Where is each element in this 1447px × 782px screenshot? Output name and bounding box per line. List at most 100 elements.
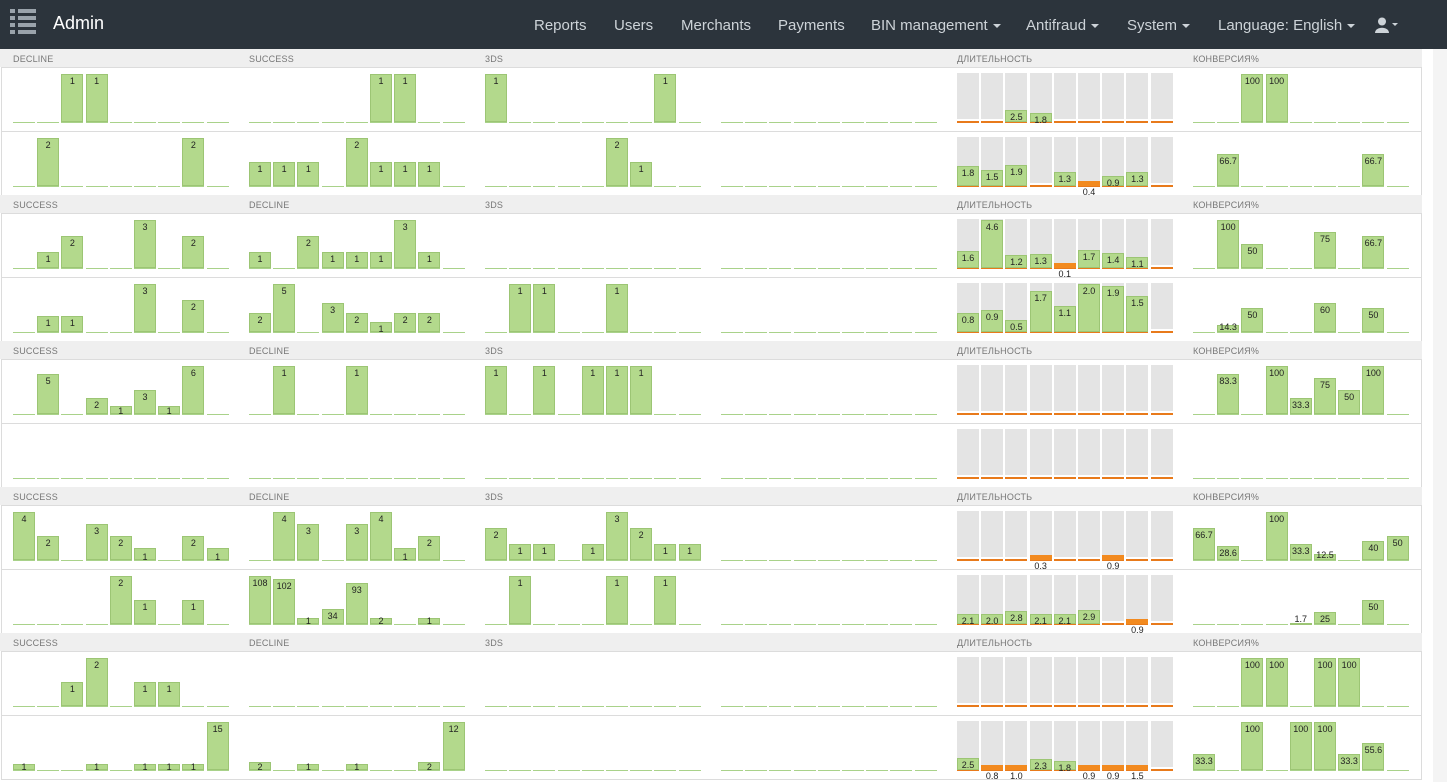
count-bar[interactable] (394, 74, 417, 122)
duration-bar[interactable] (957, 313, 979, 332)
count-bar[interactable] (109, 536, 132, 560)
conversion-bar[interactable] (1362, 154, 1385, 186)
conversion-bar[interactable] (1265, 366, 1288, 414)
conversion-bar[interactable] (1193, 528, 1215, 560)
count-bar[interactable] (606, 366, 628, 414)
count-bar[interactable] (630, 366, 653, 414)
count-bar[interactable] (85, 398, 108, 414)
duration-bar[interactable] (1102, 555, 1125, 560)
conversion-bar[interactable] (1217, 154, 1240, 186)
duration-bar[interactable] (1005, 765, 1028, 770)
count-bar[interactable] (13, 764, 35, 770)
conversion-bar[interactable] (1338, 754, 1361, 770)
conversion-bar[interactable] (1314, 303, 1336, 332)
count-bar[interactable] (370, 322, 392, 332)
count-bar[interactable] (485, 74, 507, 122)
duration-bar[interactable] (1029, 614, 1052, 624)
count-bar[interactable] (37, 316, 60, 332)
count-bar[interactable] (182, 600, 205, 624)
count-bar[interactable] (37, 252, 60, 268)
count-bar[interactable] (533, 366, 556, 414)
count-bar[interactable] (182, 138, 205, 186)
duration-bar[interactable] (1126, 257, 1149, 268)
menu-list-icon[interactable] (10, 9, 36, 34)
count-bar[interactable] (61, 74, 84, 122)
count-bar[interactable] (370, 618, 392, 624)
duration-bar[interactable] (1126, 619, 1149, 624)
count-bar[interactable] (418, 536, 441, 560)
count-bar[interactable] (345, 138, 368, 186)
conversion-bar[interactable] (1289, 623, 1312, 625)
count-bar[interactable] (182, 764, 205, 770)
duration-bar[interactable] (1102, 253, 1125, 268)
count-bar[interactable] (249, 252, 271, 268)
count-bar[interactable] (321, 609, 344, 624)
count-bar[interactable] (509, 284, 532, 332)
duration-bar[interactable] (957, 251, 979, 268)
count-bar[interactable] (581, 544, 604, 560)
count-bar[interactable] (85, 74, 108, 122)
conversion-bar[interactable] (1362, 600, 1385, 624)
count-bar[interactable] (249, 762, 271, 770)
count-bar[interactable] (182, 366, 205, 414)
count-bar[interactable] (37, 138, 60, 186)
nav-bin-management[interactable]: BIN management (871, 17, 1001, 34)
count-bar[interactable] (321, 303, 344, 332)
conversion-bar[interactable] (1362, 541, 1385, 560)
duration-bar[interactable] (1053, 263, 1076, 268)
count-bar[interactable] (134, 390, 156, 414)
duration-bar[interactable] (1102, 286, 1125, 332)
count-bar[interactable] (273, 162, 296, 186)
conversion-bar[interactable] (1314, 554, 1336, 560)
duration-bar[interactable] (1053, 614, 1076, 624)
conversion-bar[interactable] (1193, 754, 1215, 770)
duration-bar[interactable] (957, 614, 979, 624)
count-bar[interactable] (273, 284, 296, 332)
conversion-bar[interactable] (1362, 236, 1385, 268)
conversion-bar[interactable] (1289, 544, 1312, 560)
scrollbar[interactable] (1433, 49, 1447, 782)
count-bar[interactable] (273, 366, 296, 414)
count-bar[interactable] (485, 528, 507, 560)
count-bar[interactable] (297, 524, 320, 560)
duration-bar[interactable] (1005, 110, 1028, 122)
nav-users[interactable]: Users (614, 17, 653, 34)
duration-bar[interactable] (1029, 555, 1052, 560)
count-bar[interactable] (394, 313, 417, 332)
conversion-bar[interactable] (1338, 390, 1361, 414)
duration-bar[interactable] (1029, 291, 1052, 332)
duration-bar[interactable] (1102, 176, 1125, 186)
count-bar[interactable] (249, 576, 271, 624)
conversion-bar[interactable] (1265, 74, 1288, 122)
count-bar[interactable] (606, 576, 628, 624)
count-bar[interactable] (654, 544, 677, 560)
duration-bar[interactable] (1053, 306, 1076, 332)
conversion-bar[interactable] (1241, 74, 1264, 122)
count-bar[interactable] (297, 236, 320, 268)
count-bar[interactable] (345, 583, 368, 624)
count-bar[interactable] (370, 74, 392, 122)
count-bar[interactable] (249, 162, 271, 186)
count-bar[interactable] (533, 284, 556, 332)
conversion-bar[interactable] (1386, 536, 1409, 560)
duration-bar[interactable] (1126, 296, 1149, 332)
nav-system[interactable]: System (1127, 17, 1191, 34)
count-bar[interactable] (109, 406, 132, 414)
count-bar[interactable] (394, 162, 417, 186)
conversion-bar[interactable] (1217, 546, 1240, 560)
count-bar[interactable] (206, 548, 229, 560)
count-bar[interactable] (630, 528, 653, 560)
count-bar[interactable] (109, 576, 132, 624)
count-bar[interactable] (13, 512, 35, 560)
duration-bar[interactable] (1078, 181, 1100, 186)
duration-bar[interactable] (981, 614, 1004, 624)
count-bar[interactable] (61, 236, 84, 268)
count-bar[interactable] (533, 544, 556, 560)
count-bar[interactable] (37, 536, 60, 560)
conversion-bar[interactable] (1241, 722, 1264, 770)
count-bar[interactable] (297, 162, 320, 186)
count-bar[interactable] (249, 313, 271, 332)
app-title[interactable]: Admin (53, 13, 105, 33)
count-bar[interactable] (678, 544, 701, 560)
count-bar[interactable] (297, 618, 320, 624)
